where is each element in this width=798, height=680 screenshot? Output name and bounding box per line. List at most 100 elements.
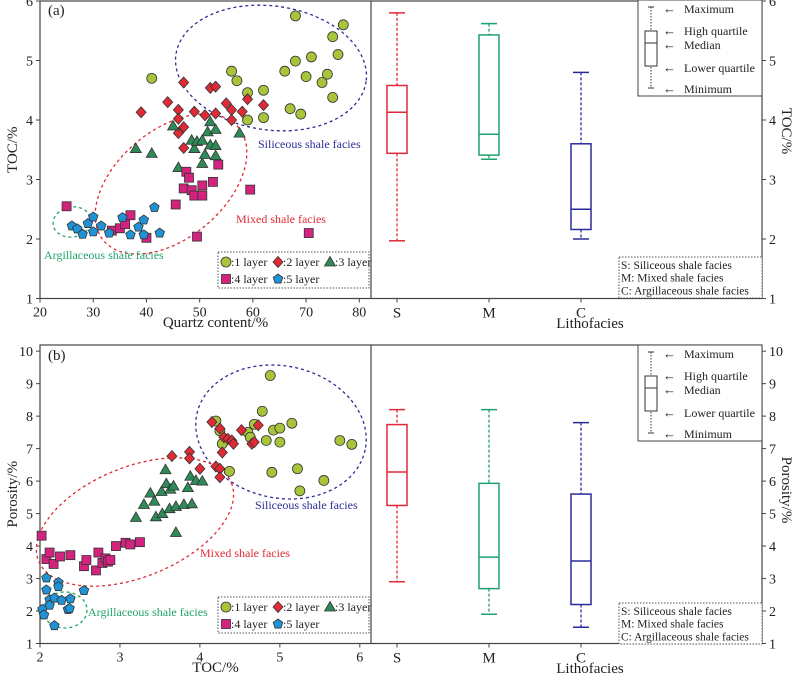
point-layer-1: [305, 51, 317, 63]
point-layer-1: [337, 19, 349, 31]
point-layer-1: [346, 438, 358, 450]
point-layer-1: [292, 463, 303, 475]
point-layer-4: [303, 228, 314, 238]
point-layer-2: [183, 452, 196, 465]
iqr-box: [386, 84, 408, 155]
category-label: C: [576, 306, 586, 322]
point-layer-1: [279, 65, 291, 77]
point-layer-3: [129, 511, 143, 522]
point-layer-4: [184, 172, 194, 183]
right-y-tick-label: 8: [769, 410, 776, 425]
point-layer-3: [148, 494, 161, 506]
point-layer-2: [248, 436, 260, 449]
point-layer-5: [65, 593, 76, 604]
box-legend-label: Maximum: [684, 2, 735, 16]
point-layer-3: [209, 123, 222, 134]
point-layer-3: [155, 485, 168, 496]
point-layer-5: [72, 223, 83, 234]
category-label: M: [482, 306, 495, 322]
legend-marker-layer-2: [272, 255, 284, 269]
point-layer-3: [177, 498, 191, 509]
point-layer-2: [235, 424, 248, 437]
point-layer-4: [48, 559, 59, 569]
point-layer-2: [227, 437, 240, 450]
lithofacies-legend-label: C: Argillaceous shale facies: [621, 285, 749, 297]
point-layer-2: [188, 105, 200, 118]
point-layer-3: [196, 133, 209, 145]
box-legend-label: Lower quartile: [684, 61, 755, 75]
point-layer-5: [53, 581, 64, 592]
point-layer-5: [95, 220, 107, 231]
point-layer-5: [154, 227, 165, 238]
x-tick-label: 3: [116, 651, 123, 666]
point-layer-3: [167, 479, 180, 491]
point-layer-1: [327, 91, 339, 103]
point-layer-1: [300, 71, 312, 82]
y-tick-label: 2: [26, 605, 33, 620]
legend-label: :3 layer: [335, 255, 371, 269]
argillaceous-annotation: Argillaceous shale facies: [44, 248, 164, 262]
right-y-tick-label: 2: [769, 233, 776, 248]
box-legend-frame: [637, 0, 763, 97]
legend-marker-layer-2: [272, 600, 284, 614]
point-layer-4: [93, 547, 104, 558]
point-layer-1: [266, 466, 278, 478]
point-layer-5: [78, 585, 90, 596]
point-layer-4: [65, 550, 76, 561]
y-tick-label: 7: [26, 443, 33, 458]
point-layer-2: [257, 99, 270, 112]
legend-label: :1 layer: [231, 600, 267, 614]
box-legend-label: Median: [684, 38, 721, 52]
point-layer-1: [318, 475, 330, 486]
y-tick-label: 6: [26, 475, 33, 490]
lithofacies-legend-box: [618, 256, 763, 299]
point-layer-5: [87, 211, 99, 222]
point-layer-1: [146, 72, 158, 84]
point-layer-2: [194, 462, 206, 475]
x-tick-label: 5: [276, 651, 283, 666]
point-layer-1: [256, 405, 268, 417]
point-layer-5: [117, 212, 128, 223]
point-layer-1: [327, 31, 339, 43]
y-tick-label: 5: [26, 508, 33, 523]
lithofacies-legend-label: C: Argillaceous shale facies: [621, 631, 749, 643]
point-layer-3: [188, 142, 201, 153]
legend-label: :5 layer: [283, 617, 319, 631]
mixed-region-ellipse: [35, 457, 235, 587]
lithofacies-legend-box: [618, 602, 763, 645]
box-legend-label: Minimum: [684, 82, 733, 96]
x-tick-label: 30: [86, 306, 100, 321]
point-layer-1: [231, 75, 243, 87]
point-layer-4: [125, 539, 136, 550]
point-layer-3: [129, 142, 142, 153]
right-y-tick-label: 10: [769, 345, 783, 360]
x-tick-label: 70: [299, 306, 313, 321]
layer-legend-box: [217, 251, 370, 289]
point-layer-2: [206, 415, 218, 429]
x-tick-label: 6: [356, 651, 363, 666]
legend-label: :2 layer: [283, 600, 319, 614]
point-layer-5: [38, 609, 50, 620]
point-layer-4: [36, 530, 47, 541]
x-axis-label: Quartz content/%: [163, 315, 268, 331]
category-label: S: [393, 651, 401, 667]
right-y-tick-label: 2: [769, 605, 776, 620]
point-layer-2: [214, 422, 226, 435]
y-tick-label: 3: [26, 174, 33, 189]
right-y-tick-label: 7: [769, 443, 776, 458]
point-layer-3: [181, 481, 195, 492]
category-label: S: [393, 306, 401, 322]
right-y-tick-label: 4: [769, 114, 776, 129]
right-y-tick-label: 5: [769, 55, 776, 70]
right-y-tick-label: 9: [769, 378, 776, 393]
point-layer-3: [172, 161, 185, 173]
y-axis-label: TOC/%: [5, 127, 21, 173]
plot-frame: [39, 0, 763, 300]
point-layer-5: [49, 620, 60, 631]
point-layer-3: [209, 149, 222, 161]
point-layer-2: [236, 105, 248, 118]
right-y-tick-label: 4: [769, 540, 776, 555]
legend-box-glyph: [644, 30, 658, 67]
right-y-axis-label: TOC/%: [778, 108, 794, 154]
point-layer-2: [220, 97, 232, 110]
